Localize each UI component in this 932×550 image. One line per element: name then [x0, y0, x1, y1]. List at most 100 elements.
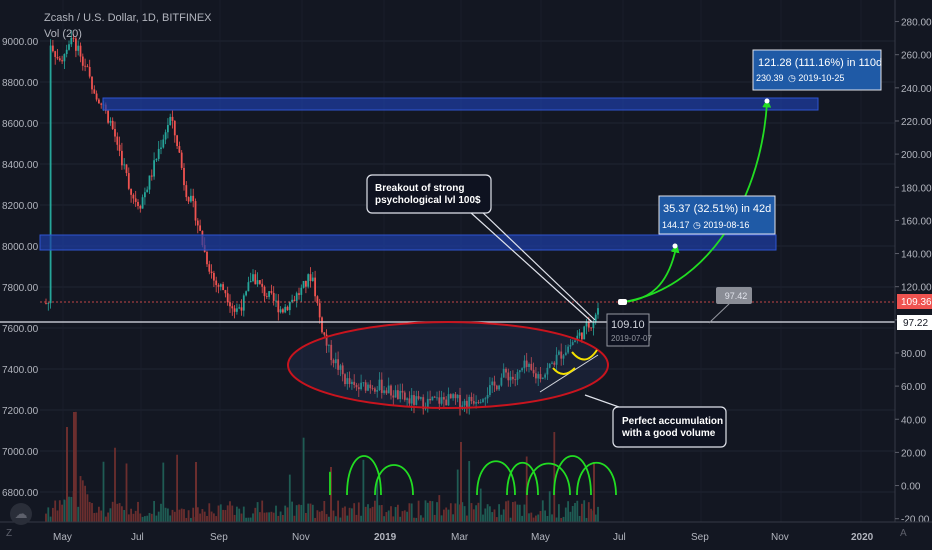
volume-bar	[153, 500, 155, 522]
volume-bar	[505, 501, 507, 522]
volume-bar	[86, 494, 89, 522]
candle-body	[219, 284, 222, 287]
volume-bar	[482, 514, 484, 522]
candle-body	[399, 390, 402, 399]
volume-bar	[68, 496, 70, 522]
volume-bar	[277, 515, 280, 522]
volume-bar	[376, 479, 379, 522]
volume-bar	[164, 507, 167, 522]
candle-body	[394, 390, 397, 398]
volume-bar	[415, 517, 418, 522]
volume-bar	[116, 503, 119, 522]
volume-bar	[173, 511, 176, 522]
volume-bar	[456, 469, 459, 522]
right-tick-label: 200.00	[901, 150, 932, 161]
candle-body	[585, 322, 588, 327]
volume-bar	[185, 517, 188, 522]
left-tick-label: 8400.00	[2, 160, 39, 171]
volume-bar	[187, 510, 190, 522]
candle-body	[164, 132, 167, 140]
candle-body	[537, 374, 540, 379]
volume-bar	[79, 476, 82, 522]
candle-body	[505, 368, 507, 373]
volume-bar	[585, 517, 588, 522]
volume-bar	[321, 510, 323, 522]
volume-arc	[346, 455, 382, 496]
candle-body	[134, 198, 137, 202]
volume-bar	[203, 511, 206, 522]
volume-bar	[380, 504, 383, 522]
candle-body	[420, 397, 422, 399]
volume-bar	[328, 516, 330, 522]
candle-body	[544, 374, 546, 378]
candle-body	[84, 65, 86, 67]
candle-body	[502, 368, 505, 378]
target-change-2: 121.28 (111.16%) in 110d	[758, 57, 882, 69]
volume-bar	[107, 512, 109, 522]
right-tick-label: 20.00	[901, 448, 926, 459]
volume-bar	[512, 502, 514, 522]
candle-body	[426, 398, 429, 409]
candle-body	[521, 368, 523, 371]
volume-bar	[148, 512, 151, 522]
candle-body	[468, 396, 471, 408]
volume-spike	[195, 462, 197, 522]
volume-bar	[47, 507, 50, 522]
volume-bar	[167, 508, 169, 522]
candle-body	[578, 332, 581, 336]
x-tick-label: 2019	[374, 532, 397, 543]
volume-bar	[176, 454, 178, 522]
candle-body	[346, 378, 349, 385]
volume-bar	[134, 510, 137, 522]
volume-bar	[199, 513, 201, 522]
candle-body	[63, 54, 66, 62]
volume-arc	[506, 462, 539, 496]
last-price-badge	[897, 294, 932, 309]
candle-body	[332, 360, 335, 364]
volume-bar	[217, 505, 220, 522]
volume-bar	[546, 515, 549, 522]
symbol-title[interactable]: Zcash / U.S. Dollar, 1D, BITFINEX	[44, 12, 212, 24]
auto-scale-button[interactable]: A	[900, 528, 907, 539]
volume-bar	[247, 517, 250, 522]
volume-bar	[233, 514, 236, 522]
candle-body	[518, 370, 521, 373]
candle-body	[569, 344, 572, 347]
candle-body	[461, 405, 464, 408]
volume-bar	[392, 516, 395, 522]
candle-body	[49, 45, 52, 304]
left-tick-label: 7200.00	[2, 406, 39, 417]
volume-bar	[118, 503, 121, 522]
x-tick-label: Sep	[691, 532, 709, 543]
candle-body	[307, 274, 310, 287]
timezone-label[interactable]: Z	[6, 528, 13, 539]
volume-bar	[553, 432, 556, 522]
candle-body	[447, 394, 450, 406]
volume-bar	[578, 515, 581, 522]
right-tick-label: -20.00	[901, 515, 930, 526]
target-label-box-2	[752, 49, 882, 91]
chart-overlays	[0, 98, 895, 496]
candle-body	[100, 103, 103, 105]
candle-body	[341, 365, 344, 375]
volume-bar	[567, 501, 569, 522]
candle-body	[114, 128, 116, 137]
candle-body	[475, 402, 477, 404]
support-price-badge-label: 97.22	[903, 318, 928, 329]
volume-bar	[507, 500, 510, 522]
volume-bar	[383, 516, 385, 522]
volume-bar	[236, 506, 238, 522]
candle-body	[288, 301, 291, 311]
volume-bar	[558, 504, 560, 522]
volume-bar	[245, 517, 247, 522]
candle-body	[433, 396, 436, 398]
volume-indicator-label[interactable]: Vol (20)	[44, 28, 82, 40]
candle-body	[171, 116, 174, 121]
candle-body	[130, 188, 132, 195]
candle-body	[272, 292, 275, 301]
candle-body	[548, 363, 551, 368]
candle-body	[509, 376, 512, 381]
candle-body	[167, 125, 169, 133]
